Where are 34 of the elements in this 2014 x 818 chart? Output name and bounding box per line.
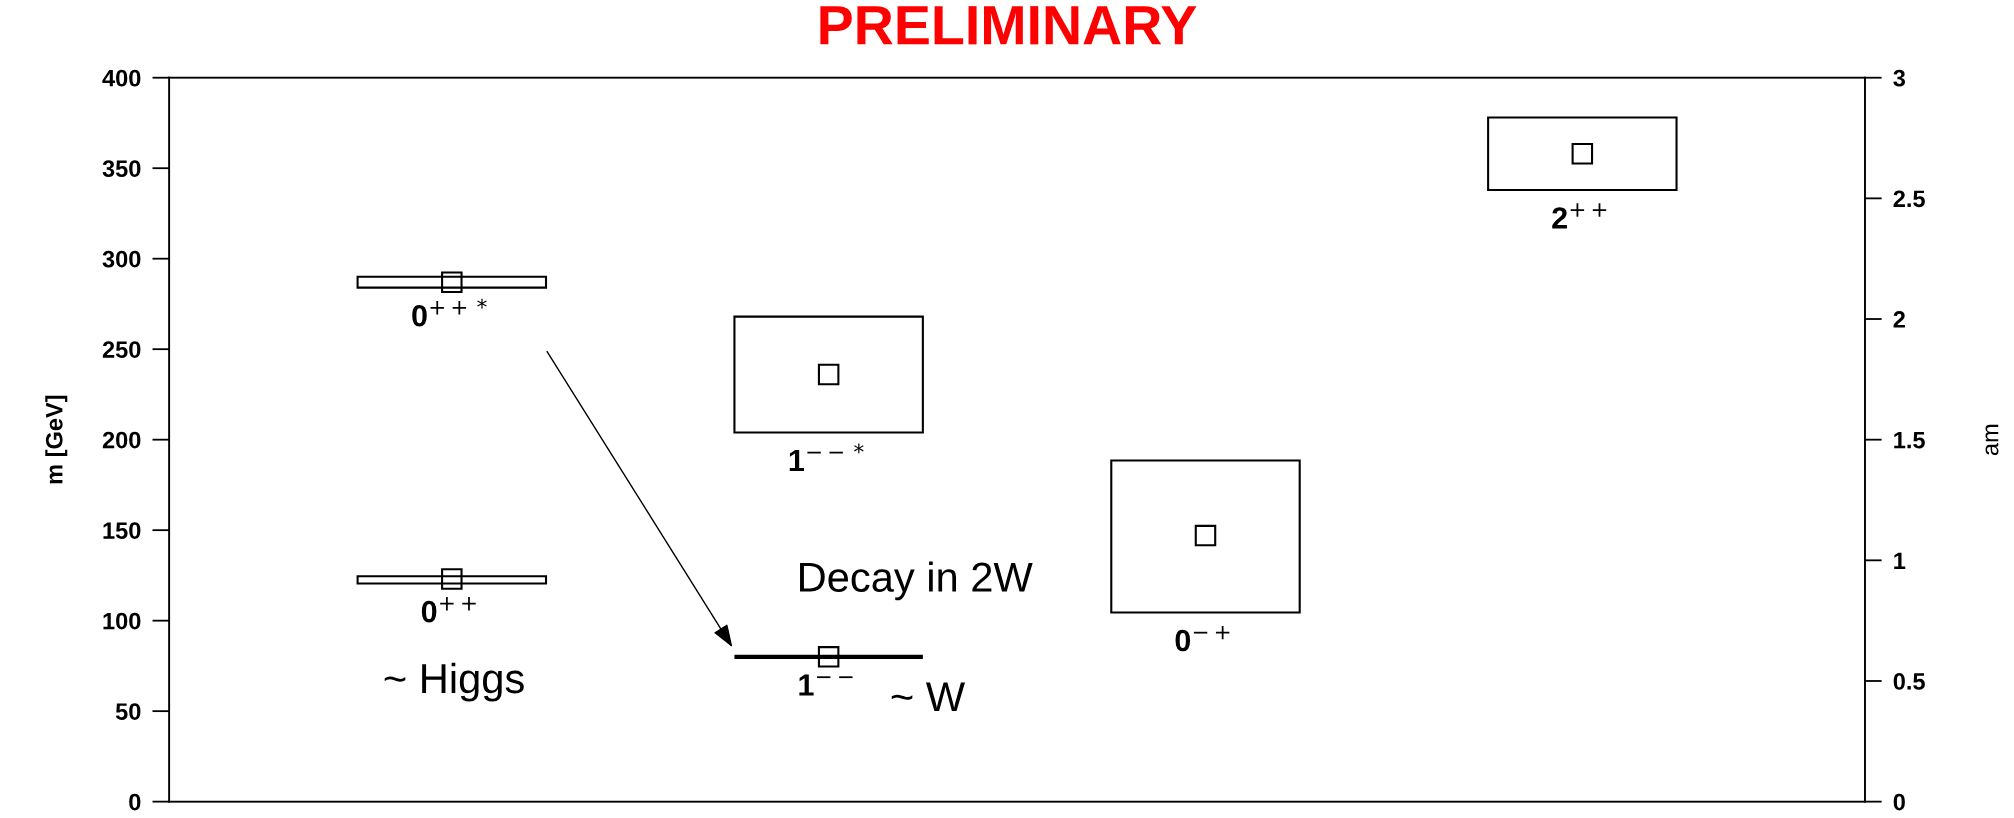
series-label: 2$^{++}$ bbox=[1552, 203, 1607, 229]
point bbox=[817, 363, 840, 386]
y2-tick-label: 1.5 bbox=[1894, 431, 1925, 449]
y-tick-label: 350 bbox=[102, 160, 141, 178]
y2-tick-label: 0.5 bbox=[1893, 673, 1925, 690]
y-axis-title: m [GeV] bbox=[45, 395, 68, 484]
y2-axis-title: am bbox=[1985, 424, 1999, 456]
y2-tick-label: 2.5 bbox=[1893, 190, 1925, 208]
series-label: 1$^{−−}$ bbox=[799, 674, 853, 696]
y2-tick-label: 2 bbox=[1893, 311, 1905, 328]
y-tick-label: 100 bbox=[103, 612, 141, 630]
series-label: 0$^{−+}$ bbox=[1175, 625, 1230, 652]
annotation: Decay in 2W bbox=[800, 561, 1033, 601]
y-tick-label: 250 bbox=[102, 341, 141, 358]
annotation: ~ Higgs bbox=[384, 662, 524, 702]
point bbox=[441, 568, 463, 590]
point bbox=[1571, 142, 1594, 165]
y-tick-label: 300 bbox=[102, 250, 141, 268]
y2-tick-label: 0 bbox=[1893, 793, 1905, 811]
point bbox=[1194, 524, 1217, 547]
y2-tick-label: 3 bbox=[1893, 69, 1906, 87]
point bbox=[817, 646, 840, 668]
series-label: 0$^{++*}$ bbox=[412, 298, 487, 327]
y-tick-label: 200 bbox=[102, 431, 141, 449]
series-label: 1$^{−−*}$ bbox=[789, 443, 864, 472]
y2-tick-label: 1 bbox=[1894, 552, 1906, 569]
annotation: ~ W bbox=[891, 682, 965, 712]
y-tick-label: 0 bbox=[129, 793, 141, 811]
y-tick-label: 50 bbox=[115, 703, 141, 720]
y-tick-label: 400 bbox=[102, 69, 141, 87]
y-tick-label: 150 bbox=[103, 522, 141, 539]
series-label: 0$^{++}$ bbox=[421, 597, 476, 623]
chart-title: PRELIMINARY bbox=[820, 6, 1197, 45]
point bbox=[441, 271, 463, 293]
